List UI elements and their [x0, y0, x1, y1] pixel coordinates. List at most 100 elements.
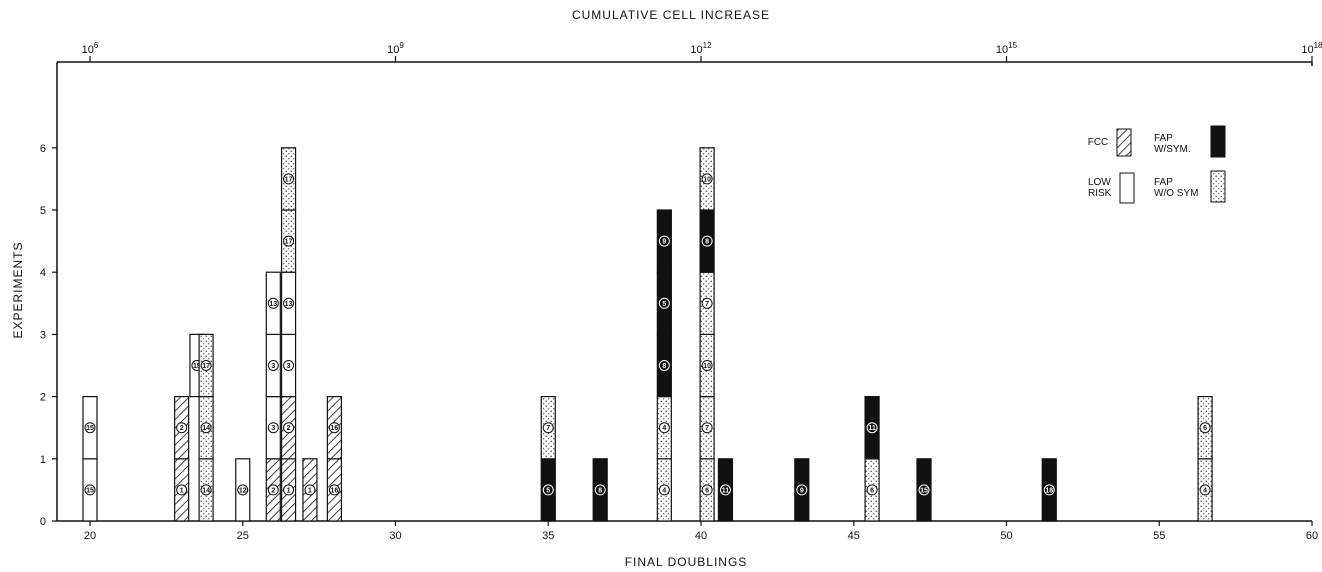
- segment-label: 14: [202, 487, 210, 494]
- segment-label: 9: [662, 239, 666, 246]
- top-tick-label: 106: [82, 41, 99, 56]
- segment-label: 4: [1203, 487, 1207, 494]
- legend-label-low-risk-line: LOW: [1088, 177, 1111, 188]
- x-tick-label: 30: [389, 530, 401, 542]
- segment-label: 3: [271, 363, 275, 370]
- segment-badge: [283, 235, 295, 247]
- legend-swatch-low-risk: [1119, 172, 1135, 204]
- legend-label-fap-sym-line: FAP: [1154, 133, 1173, 144]
- segment-label: 6: [1203, 425, 1207, 432]
- segment-label: 5: [662, 301, 666, 308]
- segment-label: 4: [662, 487, 666, 494]
- segment-badge: [328, 484, 340, 496]
- top-tick-label: 1018: [1301, 41, 1322, 56]
- segment-badge: [701, 422, 713, 434]
- segment-badge: [594, 484, 606, 496]
- x-tick-label: 45: [848, 530, 860, 542]
- segment-label: 2: [271, 487, 275, 494]
- segment-label: 10: [703, 176, 711, 183]
- legend-label-fap-sym: FAP W/SYM.: [1154, 133, 1191, 155]
- legend-label-low-risk-line: RISK: [1088, 188, 1112, 199]
- bar-column: 15: [916, 458, 932, 522]
- segment-label: 10: [703, 363, 711, 370]
- top-tick-base: 10: [1301, 44, 1313, 56]
- segment-label: 14: [202, 425, 210, 432]
- segment-badge: [84, 484, 96, 496]
- legend: FCC FAP W/SYM. LOW RISK FAP W/O SYM: [1088, 125, 1226, 204]
- segment-label: 12: [239, 487, 247, 494]
- y-tick-label: 0: [40, 516, 46, 528]
- segment-label: 11: [868, 425, 876, 432]
- x-tick-label: 40: [695, 530, 707, 542]
- segment-badge: [283, 484, 295, 496]
- y-tick-label: 1: [40, 454, 46, 466]
- bar-column: 8: [592, 458, 608, 522]
- x-tick-label: 55: [1153, 530, 1165, 542]
- segment-badge: [918, 484, 930, 496]
- bar-column: 18: [1041, 458, 1057, 522]
- x-tick-label: 20: [84, 530, 96, 542]
- bar-column: 46: [1197, 396, 1213, 522]
- legend-swatch-fcc: [1116, 128, 1132, 157]
- segment-label: 1: [180, 487, 184, 494]
- segment-badge: [701, 235, 713, 247]
- segment-label: 15: [86, 487, 94, 494]
- segment-badge: [283, 360, 295, 371]
- bar-column: 6 11: [864, 396, 880, 522]
- segment-badge: [719, 484, 731, 496]
- legend-label-fcc: FCC: [1088, 137, 1109, 148]
- segment-badge: [267, 360, 279, 371]
- x-tick-label: 50: [1000, 530, 1012, 542]
- segment-label: 7: [546, 425, 550, 432]
- segment-badge: [176, 422, 188, 434]
- segment-label: 2: [287, 425, 291, 432]
- segment-label: 11: [722, 487, 730, 494]
- segment-badge: [1043, 484, 1055, 496]
- segment-label: 2: [180, 425, 184, 432]
- segment-label: 4: [662, 425, 666, 432]
- segment-label: 13: [269, 301, 277, 308]
- segment-badge: [267, 297, 279, 309]
- segment-badge: [866, 422, 878, 434]
- top-tick-base: 10: [82, 44, 94, 56]
- top-tick-exponent: 9: [399, 41, 404, 50]
- segment-label: 17: [285, 239, 293, 246]
- segment-badge: [701, 360, 713, 371]
- bar-column: 12: [174, 396, 190, 522]
- segment-label: 3: [287, 363, 291, 370]
- segment-label: 1: [308, 487, 312, 494]
- segment-badge: [1199, 422, 1211, 434]
- segment-label: 18: [1045, 487, 1053, 494]
- segment-label: 9: [800, 487, 804, 494]
- bar-column: 57: [540, 396, 556, 522]
- segment-label: 1: [287, 487, 291, 494]
- bar-column: 11: [717, 458, 734, 522]
- top-tick-exponent: 6: [94, 41, 99, 50]
- segment-badge: [283, 422, 295, 434]
- x-tick-label: 25: [237, 530, 249, 542]
- segment-badge: [283, 173, 295, 185]
- legend-swatch-fap-wo: [1210, 170, 1226, 203]
- segment-badge: [84, 422, 96, 434]
- segment-badge: [176, 484, 188, 496]
- segment-label: 16: [331, 425, 339, 432]
- top-tick-base: 10: [690, 44, 702, 56]
- bar-column: 4 4 8 5 9: [656, 209, 672, 522]
- segment-label: 7: [705, 301, 709, 308]
- segment-badge: [658, 484, 670, 496]
- segment-badge: [658, 235, 670, 247]
- segment-badge: [866, 484, 878, 496]
- segment-badge: [328, 422, 340, 434]
- x-tick-label: 60: [1306, 530, 1318, 542]
- segment-label: 15: [193, 363, 201, 370]
- bar-column: 2 3 3 13: [265, 271, 281, 522]
- segment-badge: [200, 422, 212, 434]
- y-axis-ticks: 0 1 2 3 4 5 6: [40, 143, 57, 528]
- segment-badge: [542, 484, 554, 496]
- legend-label-fap-wo-line: W/O SYM: [1154, 188, 1198, 199]
- top-tick-exponent: 18: [1314, 41, 1322, 50]
- y-tick-label: 6: [40, 143, 46, 155]
